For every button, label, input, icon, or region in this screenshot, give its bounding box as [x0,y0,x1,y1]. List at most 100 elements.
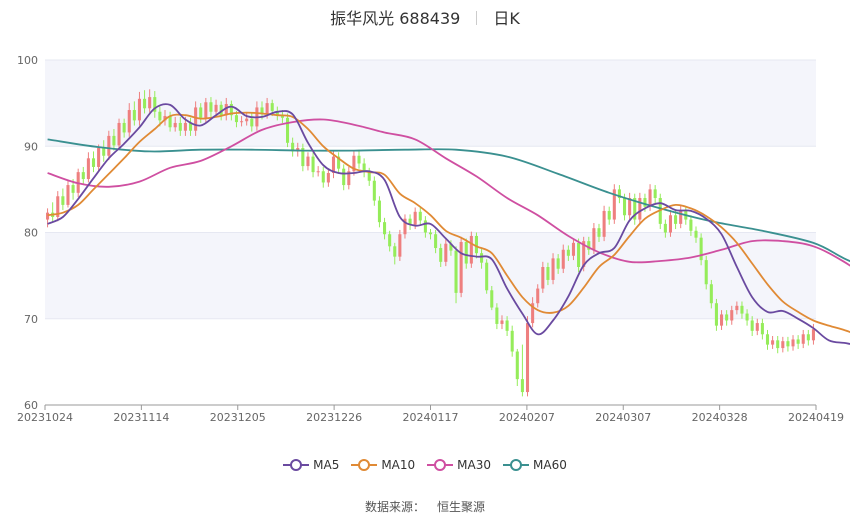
series-line-ma10 [47,111,850,334]
candle-body [765,334,770,345]
chart-header: 振华风光 688439 日K [0,5,850,29]
legend-label: MA5 [313,458,340,472]
candle-body [643,198,647,207]
candle-body [367,172,371,181]
candle-body [781,341,785,349]
candle-body [137,98,141,121]
candle-body [265,103,269,114]
candle-body [418,211,422,221]
candle-body [132,110,136,121]
period-label: 日K [493,9,520,28]
candle-body [648,189,652,207]
candle-body [791,339,795,347]
candle-body [587,241,591,250]
candle-body [806,334,810,341]
candle-body [199,107,203,118]
candle-body [480,253,484,263]
candle-body [413,211,417,225]
candle-body [275,110,279,116]
candle-body [326,172,330,183]
candles [46,89,815,397]
candle-body [143,98,147,109]
candle-body [490,290,494,308]
candle-body [633,198,637,220]
candle-body [622,198,627,216]
candle-body [102,147,106,156]
candle-body [607,210,611,220]
candle-body [224,103,228,116]
candle-body [571,242,575,256]
candle-body [485,262,489,291]
candle-body [71,185,75,193]
candle-body [219,104,223,116]
source-label: 数据来源： [364,500,425,514]
candle-body [520,379,524,393]
candle-body [383,222,387,235]
legend-item-ma10[interactable]: MA10 [351,458,415,472]
candle-body [403,218,407,235]
legend-marker [283,459,310,471]
x-tick-label: 20240307 [595,411,651,424]
series-line-ma60 [47,138,850,263]
candle-body [347,171,351,186]
series-line-ma30 [47,118,850,267]
x-tick-label: 20240117 [403,411,459,424]
title-separator [476,11,478,25]
candle-body [439,248,443,262]
candle-body [653,189,657,198]
candle-body [469,235,473,264]
candle-body [617,189,621,198]
candle-body [183,122,187,131]
candle-body [46,212,50,220]
candle-body [398,234,402,257]
candle-body [474,235,478,254]
candle-body [342,168,346,186]
candle-body [393,246,397,257]
candle-body [771,340,775,345]
candle-body [510,330,514,352]
candle-body [602,210,606,237]
candle-body [776,340,780,349]
candle-body [229,103,233,116]
candle-body [311,156,315,173]
candle-body [91,158,96,167]
x-axis: 20231024 20231114 20231205 20231226 20240117… [17,404,844,424]
x-tick-label: 20240207 [499,411,555,424]
candle-body [689,219,693,231]
candle-body [56,196,60,217]
candle-body [755,323,759,331]
candle-body [250,118,254,127]
data-source: 数据来源： 恒生聚源 [0,498,850,515]
candle-body [188,122,193,131]
candle-body [454,250,458,293]
candle-body [679,210,683,224]
candle-body [352,155,356,172]
candle-body [240,121,244,123]
candle-body [245,118,249,122]
candle-body [331,156,336,173]
candle-body [234,115,239,123]
candle-body [577,242,581,267]
grid-band [45,60,816,147]
legend-marker [427,459,454,471]
legend: MA5 MA10 MA30 MA60 [0,458,850,472]
candle-body [444,243,448,262]
x-tick-label: 20231114 [113,411,169,424]
candle-body [286,117,290,143]
candle-body [525,323,530,393]
legend-item-ma60[interactable]: MA60 [503,458,567,472]
y-tick-label-90: 90 [24,140,38,153]
source-provider: 恒生聚源 [437,500,486,514]
candle-body [163,116,167,121]
candle-body [204,102,208,118]
series-line-ma5 [47,103,850,345]
candle-body [801,334,805,344]
candle-body [168,116,172,128]
candle-body [372,180,376,201]
candle-body [668,215,673,233]
candle-body [280,115,284,118]
legend-item-ma30[interactable]: MA30 [427,458,491,472]
candle-body [122,122,126,133]
legend-item-ma5[interactable]: MA5 [283,458,339,472]
